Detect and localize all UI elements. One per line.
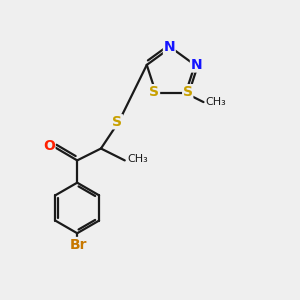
Text: N: N bbox=[190, 58, 202, 72]
Text: S: S bbox=[183, 85, 193, 99]
Text: CH₃: CH₃ bbox=[128, 154, 148, 164]
Text: N: N bbox=[164, 40, 175, 55]
Text: Br: Br bbox=[70, 238, 87, 251]
Text: S: S bbox=[112, 115, 122, 129]
Text: O: O bbox=[43, 139, 55, 152]
Text: CH₃: CH₃ bbox=[206, 97, 226, 107]
Text: S: S bbox=[149, 85, 160, 99]
